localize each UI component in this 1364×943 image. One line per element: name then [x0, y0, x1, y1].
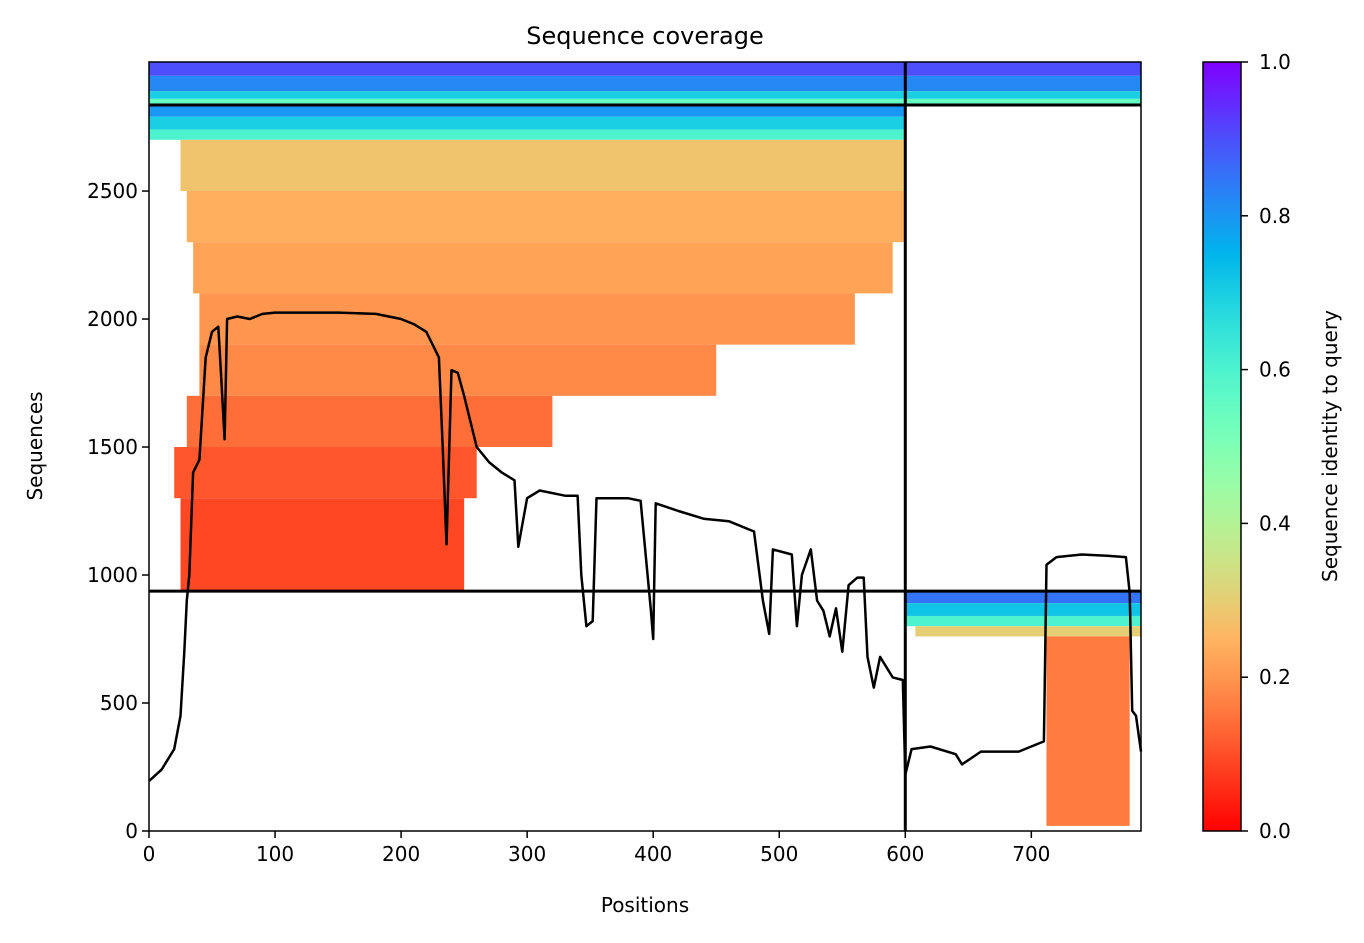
y-axis-label: Sequences [23, 391, 47, 500]
msa-block [149, 62, 1141, 76]
x-tick-label: 600 [886, 842, 924, 866]
coverage-line [148, 311, 1143, 783]
chart-title: Sequence coverage [526, 22, 763, 50]
msa-block [149, 116, 906, 130]
msa-block [905, 603, 1141, 616]
msa-block [149, 98, 1141, 106]
colorbar-label: Sequence identity to query [1318, 310, 1342, 582]
colorbar-tick-label: 0.8 [1259, 204, 1291, 228]
msa-block [149, 91, 1141, 99]
x-axis-label: Positions [601, 893, 689, 917]
msa-block [905, 591, 1141, 604]
colorbar-tick-label: 0.0 [1259, 819, 1291, 843]
x-tick-label: 200 [382, 842, 420, 866]
msa-block [1046, 636, 1130, 826]
colorbar [1202, 61, 1242, 832]
colorbar-tick-label: 0.6 [1259, 358, 1291, 382]
msa-block [915, 626, 1141, 637]
y-tick-label: 1500 [87, 435, 138, 459]
msa-block [186, 191, 906, 243]
y-tick-label: 0 [125, 819, 138, 843]
msa-block [193, 242, 893, 294]
msa-block [149, 129, 906, 140]
x-tick-label: 400 [634, 842, 672, 866]
msa-block [180, 139, 906, 192]
colorbar-tick-label: 0.2 [1259, 665, 1291, 689]
x-tick-label: 300 [508, 842, 546, 866]
y-tick-label: 2000 [87, 307, 138, 331]
x-tick-label: 500 [760, 842, 798, 866]
y-tick-label: 2500 [87, 179, 138, 203]
y-tick-label: 1000 [87, 563, 138, 587]
msa-block [199, 344, 717, 396]
x-tick-label: 100 [256, 842, 294, 866]
colorbar-tick-label: 0.4 [1259, 511, 1291, 535]
msa-block [149, 105, 906, 117]
msa-block [199, 293, 855, 345]
msa-block [186, 395, 553, 448]
x-tick-label: 0 [143, 842, 156, 866]
msa-block [174, 447, 477, 499]
y-tick-label: 500 [100, 691, 138, 715]
msa-block [905, 615, 1141, 627]
colorbar-tick-label: 1.0 [1259, 50, 1291, 74]
x-tick-label: 700 [1012, 842, 1050, 866]
msa-block [180, 498, 465, 592]
msa-block [149, 75, 1141, 92]
